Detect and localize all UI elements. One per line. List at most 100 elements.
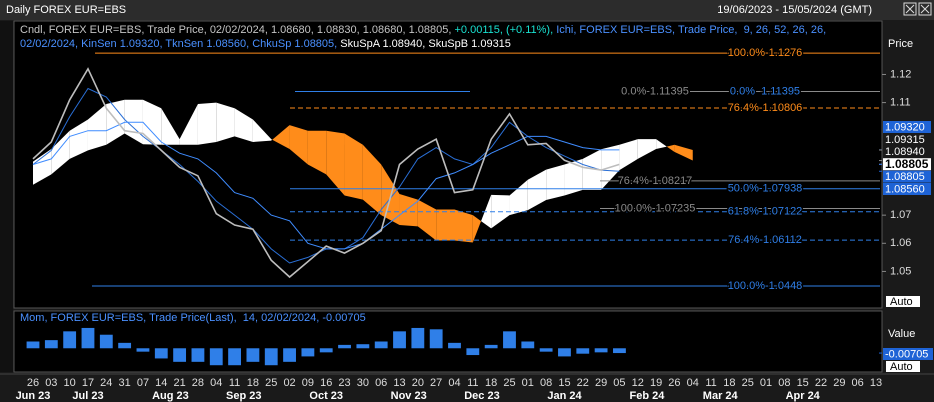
header-part: Ichi, FOREX EUR=EBS, Trade Price, 9, 26,… <box>556 24 826 36</box>
cloud-segment <box>326 130 345 196</box>
momentum-bar <box>558 348 571 357</box>
x-month-label: Jun 23 <box>16 390 51 402</box>
x-tick-label: 03 <box>45 377 57 389</box>
x-tick-label: 28 <box>192 377 204 389</box>
cloud-segment <box>33 149 52 185</box>
x-month-label: Jul 23 <box>72 390 103 402</box>
x-month-label: Feb 24 <box>629 390 665 402</box>
x-tick-label: 06 <box>375 377 387 389</box>
fib-label: 0.0%-1.11395 <box>621 85 689 97</box>
x-tick-label: 20 <box>412 377 424 389</box>
price-marker-box <box>883 183 931 195</box>
x-tick-label: 29 <box>595 377 607 389</box>
fib-label: 0.0% 1.11395 <box>730 85 800 97</box>
price-auto-button[interactable] <box>886 296 920 307</box>
cloud-segment <box>637 139 657 159</box>
momentum-bar <box>191 348 205 362</box>
cloud-segment <box>546 164 565 200</box>
header-part: Cndl, FOREX EUR=EBS, Trade Price, 02/02/… <box>20 24 454 36</box>
x-month-label: Nov 23 <box>391 390 427 402</box>
momentum-bar <box>466 348 480 356</box>
series-line <box>32 67 620 279</box>
fib-label: 76.4%-1.08217 <box>618 175 693 187</box>
momentum-bar <box>594 348 608 353</box>
button-close-icon <box>920 4 930 14</box>
price-marker-label: 1.08805 <box>885 171 925 183</box>
x-tick-label: 14 <box>155 377 167 389</box>
cloud-segment <box>87 104 107 151</box>
momentum-bar <box>173 348 187 362</box>
y-tick-label: 1.05 <box>890 265 911 277</box>
fib-label: 61.8%-1.07122 <box>728 206 803 218</box>
cloud-segment <box>234 108 253 142</box>
x-tick-label: 19 <box>650 377 662 389</box>
fib-label: 76.4%-1.06112 <box>728 234 802 246</box>
momentum-bar <box>228 348 242 366</box>
momentum-auto-label[interactable]: Auto <box>890 361 913 373</box>
x-tick-label: 08 <box>778 377 790 389</box>
momentum-bar <box>393 331 406 349</box>
price-marker-box <box>883 121 931 133</box>
x-month-label: Mar 24 <box>703 390 739 402</box>
momentum-bar <box>301 348 315 357</box>
x-tick-label: 01 <box>522 377 534 389</box>
price-marker-box <box>883 158 931 171</box>
cloud-segment <box>289 125 308 165</box>
cloud-segment <box>106 99 125 145</box>
x-tick-label: 17 <box>82 377 94 389</box>
price-marker-box <box>883 145 931 158</box>
x-tick-label: 15 <box>797 377 809 389</box>
momentum-auto-button[interactable] <box>886 361 920 372</box>
momentum-title: Mom, FOREX EUR=EBS, Trade Price(Last), 1… <box>20 312 366 324</box>
header-line: Cndl, FOREX EUR=EBS, Trade Price, 02/02/… <box>20 24 826 36</box>
fib-label: 100.0%-1.1276 <box>728 47 803 59</box>
y-tick-label: 1.06 <box>890 237 911 249</box>
cloud-segment <box>271 139 273 141</box>
x-tick-label: 25 <box>503 377 515 389</box>
momentum-bar <box>209 348 223 366</box>
momentum-bar <box>136 348 150 352</box>
cloud-segment <box>619 139 638 171</box>
momentum-marker-label: -0.00705 <box>885 348 928 360</box>
header-part: +0.00115, (+0.11%), <box>454 24 556 36</box>
cloud-segment <box>344 133 363 200</box>
x-tick-label: 07 <box>137 377 149 389</box>
momentum-bar <box>118 342 132 349</box>
x-month-label: Sep 23 <box>226 390 261 402</box>
window-buttons[interactable] <box>903 2 932 16</box>
cloud-segment <box>674 144 693 161</box>
momentum-bar <box>374 341 388 349</box>
x-tick-label: 12 <box>632 377 644 389</box>
x-tick-label: 01 <box>760 377 772 389</box>
momentum-bar <box>613 348 626 354</box>
momentum-bar <box>26 341 40 349</box>
fib-label: 100.0%-1.07235 <box>615 202 696 214</box>
cloud-segment <box>564 158 583 196</box>
price-marker-label: 1.08560 <box>885 183 925 195</box>
momentum-bar <box>63 331 77 349</box>
momentum-bar <box>44 340 58 349</box>
header-line: 02/02/2024, KinSen 1.09320, TknSen 1.085… <box>20 38 511 50</box>
series-line <box>32 121 620 250</box>
cloud-segment <box>472 215 482 243</box>
button-maximize[interactable] <box>903 2 917 16</box>
button-close[interactable] <box>918 2 932 16</box>
x-tick-label: 04 <box>687 377 699 389</box>
cloud-segment <box>362 144 382 216</box>
cloud-segment <box>436 209 455 241</box>
fib-label: 50.0%-1.07938 <box>728 183 803 195</box>
momentum-bar <box>448 342 461 349</box>
header-part: SkuSpA 1.08940, SkuSpB 1.09315 <box>340 38 511 50</box>
momentum-bar <box>503 331 516 349</box>
momentum-bar <box>576 348 590 354</box>
momentum-bar <box>521 341 535 349</box>
price-marker-label: 1.08940 <box>885 146 925 158</box>
y-tick-label: 1.07 <box>890 209 911 221</box>
cloud-segment <box>454 209 473 243</box>
price-auto-label[interactable]: Auto <box>890 296 913 308</box>
date-range: 19/06/2023 - 15/05/2024 (GMT) <box>717 4 872 16</box>
cloud-segment <box>582 149 602 190</box>
x-month-label: Dec 23 <box>464 390 499 402</box>
x-tick-label: 27 <box>430 377 442 389</box>
